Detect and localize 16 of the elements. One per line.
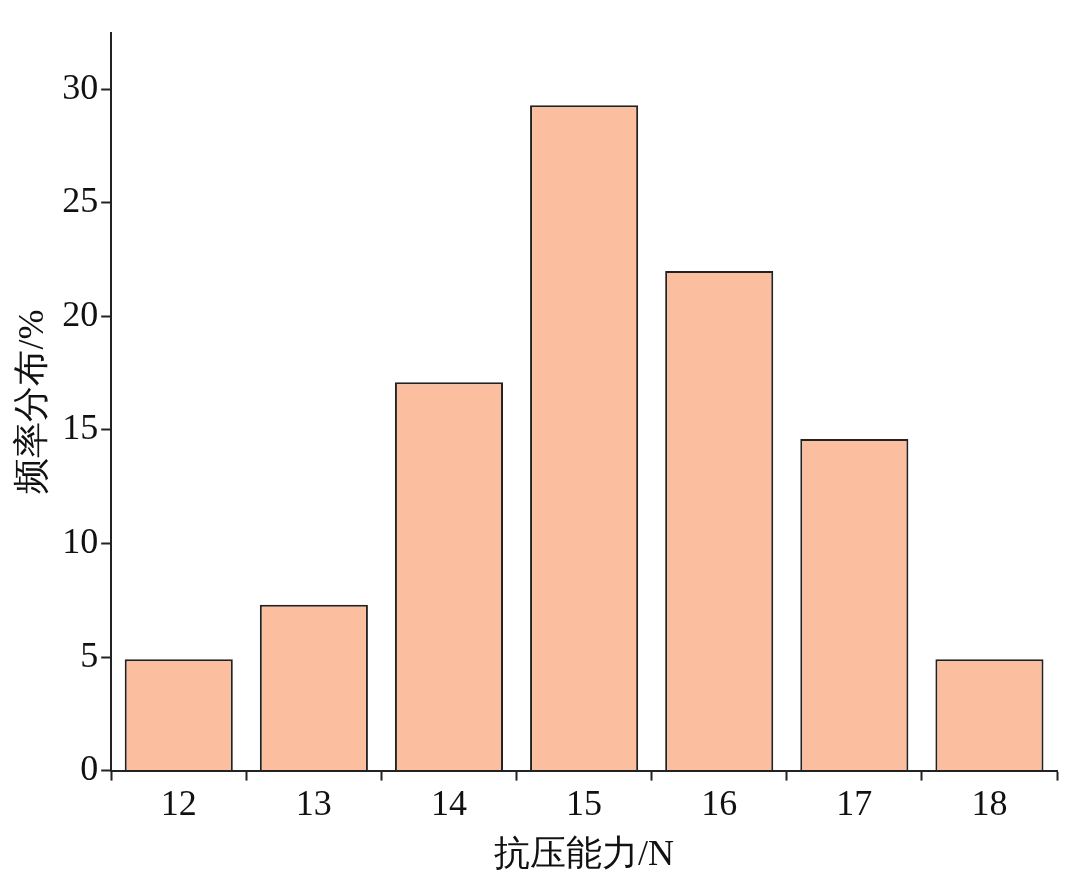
x-tick-label: 16 [701,782,738,823]
y-tick-label: 15 [62,407,99,448]
y-tick-label: 0 [80,748,99,789]
y-axis-title: 频率分布/% [11,309,52,494]
x-tick-label: 17 [836,782,873,823]
x-tick-label: 12 [160,782,197,823]
x-tick-label: 14 [430,782,467,823]
x-tick-label: 15 [566,782,603,823]
y-tick-label: 20 [62,293,99,334]
y-tick-label: 10 [62,520,99,561]
x-axis-title: 抗压能力/N [494,832,675,873]
y-tick-label: 25 [62,180,99,221]
y-tick-label: 5 [80,634,99,675]
x-tick-label: 13 [295,782,332,823]
y-tick-label: 30 [62,66,99,107]
x-tick-label: 18 [971,782,1008,823]
